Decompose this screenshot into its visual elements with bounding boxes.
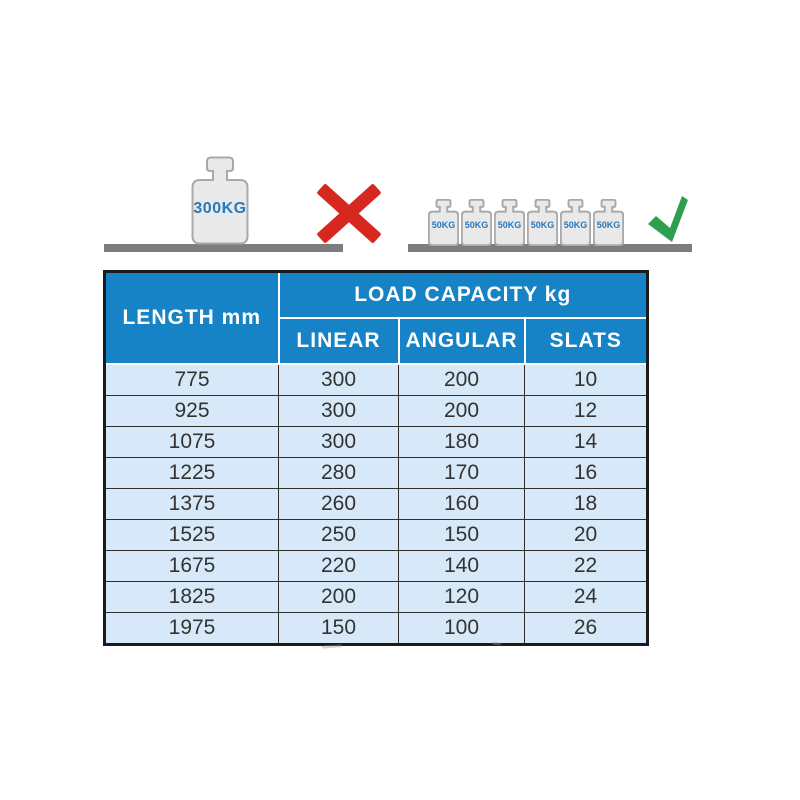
table-cell: 180	[398, 425, 525, 458]
weight-icon	[461, 199, 492, 246]
weight-icon	[560, 199, 591, 246]
table-cell: 120	[398, 580, 525, 613]
table-cell: 24	[524, 580, 648, 613]
table-cell: 26	[524, 611, 648, 645]
small-weight: 50KG	[560, 199, 591, 246]
table-row: 775 300 200 10	[104, 363, 648, 396]
x-mark-icon	[316, 183, 382, 244]
table-cell: 1225	[104, 456, 279, 489]
linear-header: LINEAR	[277, 316, 400, 365]
weight-icon	[428, 199, 459, 246]
table-cell: 1525	[104, 518, 279, 551]
load-capacity-table: LENGTH mm LOAD CAPACITY kg LINEAR ANGULA…	[103, 270, 649, 646]
table-row: 1075 300 180 14	[104, 425, 648, 458]
check-mark-icon	[648, 196, 688, 242]
length-header: LENGTH mm	[103, 270, 280, 365]
table-cell: 20	[524, 518, 648, 551]
table-row: 1525 250 150 20	[104, 518, 648, 551]
weight-label: 300KG	[193, 200, 247, 217]
table-cell: 1375	[104, 487, 279, 520]
table-cell: 300	[278, 394, 399, 427]
capacity-header: LOAD CAPACITY kg	[277, 270, 649, 319]
table-row: 1225 280 170 16	[104, 456, 648, 489]
print-artifact	[321, 644, 343, 649]
table-cell: 775	[104, 363, 279, 396]
table-cell: 1975	[104, 611, 279, 645]
small-weight: 50KG	[593, 199, 624, 246]
table-row: 1675 220 140 22	[104, 549, 648, 582]
table-cell: 220	[278, 549, 399, 582]
small-weight: 50KG	[461, 199, 492, 246]
table-cell: 260	[278, 487, 399, 520]
weight-label: 50KG	[530, 220, 555, 230]
table-cell: 100	[398, 611, 525, 645]
table-cell: 1675	[104, 549, 279, 582]
table-cell: 925	[104, 394, 279, 427]
weight-icon	[191, 156, 249, 245]
table-cell: 1825	[104, 580, 279, 613]
table-cell: 140	[398, 549, 525, 582]
weight-label: 50KG	[497, 220, 522, 230]
table-cell: 250	[278, 518, 399, 551]
table-row: 925 300 200 12	[104, 394, 648, 427]
table-cell: 170	[398, 456, 525, 489]
load-table-body: 775 300 200 10 925 300 200 12 1075 300 180 14 1225 28…	[104, 363, 648, 645]
table-cell: 10	[524, 363, 648, 396]
weight-label: 50KG	[596, 220, 621, 230]
table-cell: 12	[524, 394, 648, 427]
overload-weight: 300KG	[191, 156, 249, 245]
table-cell: 150	[398, 518, 525, 551]
table-cell: 200	[278, 580, 399, 613]
header-row-1: LENGTH mm LOAD CAPACITY kg	[103, 270, 649, 365]
weight-label: 50KG	[563, 220, 588, 230]
table-row: 1975 150 100 26	[104, 611, 648, 645]
weight-icon	[527, 199, 558, 246]
table-cell: 160	[398, 487, 525, 520]
table-cell: 280	[278, 456, 399, 489]
small-weight: 50KG	[527, 199, 558, 246]
header-row-2: LINEAR ANGULAR SLATS	[105, 316, 649, 365]
platform-left	[104, 244, 343, 252]
slats-header: SLATS	[523, 316, 649, 365]
table-cell: 18	[524, 487, 648, 520]
weight-icon	[494, 199, 525, 246]
table-row: 1375 260 160 18	[104, 487, 648, 520]
table-cell: 14	[524, 425, 648, 458]
table-cell: 300	[278, 425, 399, 458]
table-cell: 22	[524, 549, 648, 582]
table-cell: 200	[398, 363, 525, 396]
weight-label: 50KG	[431, 220, 456, 230]
table-cell: 16	[524, 456, 648, 489]
table-cell: 200	[398, 394, 525, 427]
table-cell: 300	[278, 363, 399, 396]
weight-label: 50KG	[464, 220, 489, 230]
table-cell: 1075	[104, 425, 279, 458]
table-cell: 150	[278, 611, 399, 645]
small-weight: 50KG	[494, 199, 525, 246]
platform-right	[408, 244, 692, 252]
weight-icon	[593, 199, 624, 246]
table-row: 1825 200 120 24	[104, 580, 648, 613]
small-weight: 50KG	[428, 199, 459, 246]
angular-header: ANGULAR	[397, 316, 526, 365]
